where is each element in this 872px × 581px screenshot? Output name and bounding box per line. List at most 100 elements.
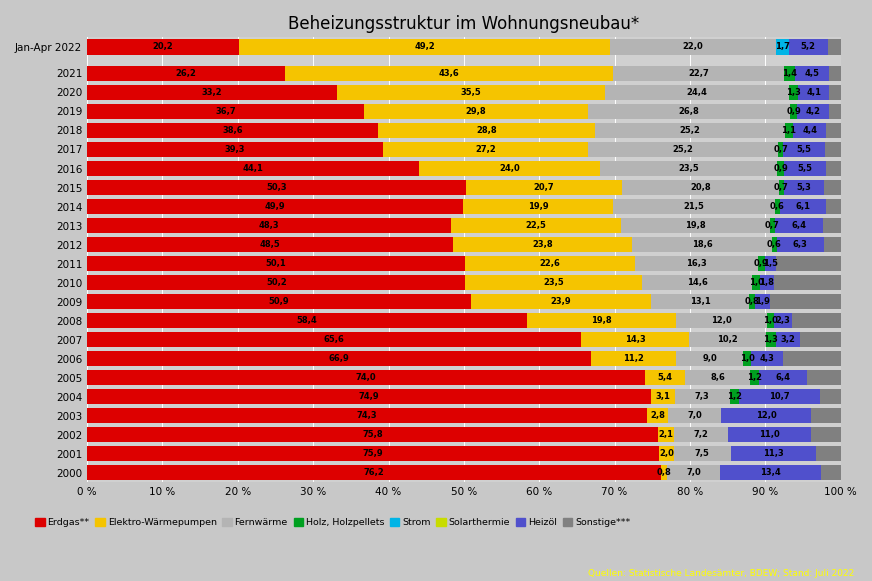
Text: 0,6: 0,6 <box>770 202 785 211</box>
Text: 74,0: 74,0 <box>356 373 376 382</box>
Bar <box>775 218 823 234</box>
Text: 1,2: 1,2 <box>727 392 742 401</box>
Text: 44,1: 44,1 <box>242 164 263 173</box>
Text: 66,9: 66,9 <box>329 354 350 363</box>
Text: 25,2: 25,2 <box>672 145 693 154</box>
Text: 9,0: 9,0 <box>702 354 717 363</box>
Bar <box>87 39 239 55</box>
Text: 22,5: 22,5 <box>526 221 546 230</box>
Bar <box>87 275 466 290</box>
Bar <box>766 313 774 328</box>
Bar <box>87 313 528 328</box>
Text: 24,4: 24,4 <box>686 88 707 97</box>
Text: 36,7: 36,7 <box>215 107 235 116</box>
Text: 49,2: 49,2 <box>414 42 435 51</box>
Bar <box>772 236 777 252</box>
Text: 22,6: 22,6 <box>539 259 560 268</box>
Text: 3,1: 3,1 <box>656 392 671 401</box>
Bar <box>800 332 841 347</box>
Bar <box>825 142 841 157</box>
Text: 1,0: 1,0 <box>763 316 778 325</box>
Bar <box>750 370 760 385</box>
Bar <box>613 199 775 214</box>
Text: 8,6: 8,6 <box>711 373 726 382</box>
Bar <box>463 199 613 214</box>
Bar <box>651 294 749 309</box>
Title: Beheizungsstruktur im Wohnungsneubau*: Beheizungsstruktur im Wohnungsneubau* <box>289 15 639 33</box>
Bar <box>749 294 755 309</box>
Text: 14,6: 14,6 <box>687 278 708 287</box>
Text: 0,8: 0,8 <box>745 297 760 306</box>
Bar <box>792 313 841 328</box>
Text: 74,9: 74,9 <box>359 392 379 401</box>
Text: 49,9: 49,9 <box>265 202 285 211</box>
Text: 5,3: 5,3 <box>797 183 812 192</box>
Bar <box>728 427 811 443</box>
Bar <box>621 218 770 234</box>
Bar <box>770 294 841 309</box>
Bar <box>821 465 841 480</box>
Bar <box>87 85 337 101</box>
Text: 27,2: 27,2 <box>475 145 496 154</box>
Text: 33,2: 33,2 <box>202 88 222 97</box>
Text: 7,0: 7,0 <box>687 411 702 420</box>
Bar <box>675 389 730 404</box>
Text: 14,3: 14,3 <box>625 335 645 344</box>
Text: 10,2: 10,2 <box>718 335 738 344</box>
Bar <box>760 370 807 385</box>
Bar <box>783 142 825 157</box>
Text: 1,0: 1,0 <box>749 278 764 287</box>
Text: 74,3: 74,3 <box>357 411 378 420</box>
Text: 0,6: 0,6 <box>766 240 782 249</box>
Text: 1,4: 1,4 <box>782 69 797 78</box>
Text: 23,5: 23,5 <box>543 278 564 287</box>
Text: 25,2: 25,2 <box>679 126 700 135</box>
Text: 19,9: 19,9 <box>528 202 548 211</box>
Text: 6,4: 6,4 <box>776 373 791 382</box>
Text: 2,8: 2,8 <box>651 411 665 420</box>
Text: 0,7: 0,7 <box>765 221 780 230</box>
Text: 26,2: 26,2 <box>175 69 196 78</box>
Bar <box>823 218 841 234</box>
Bar <box>284 66 613 81</box>
Bar <box>87 180 467 195</box>
Bar <box>744 351 751 367</box>
Text: 4,1: 4,1 <box>807 88 821 97</box>
Text: 10,7: 10,7 <box>769 392 789 401</box>
Bar <box>87 465 661 480</box>
Text: Quellen: Statistische Landesämter, BDEW; Stand: Juli 2022: Quellen: Statistische Landesämter, BDEW;… <box>589 569 855 578</box>
Bar <box>451 218 621 234</box>
Bar <box>239 39 610 55</box>
Text: 1,3: 1,3 <box>786 88 801 97</box>
Text: 7,3: 7,3 <box>695 392 710 401</box>
Text: 19,8: 19,8 <box>591 316 612 325</box>
Bar <box>826 199 841 214</box>
Text: 11,2: 11,2 <box>623 354 644 363</box>
Bar <box>419 161 600 176</box>
Bar <box>87 389 651 404</box>
Bar <box>467 180 622 195</box>
Text: 28,8: 28,8 <box>476 126 497 135</box>
Bar <box>87 256 465 271</box>
Bar <box>770 218 775 234</box>
Bar <box>667 465 720 480</box>
Legend: Erdgas**, Elektro-Wärmepumpen, Fernwärme, Holz, Holzpellets, Strom, Solarthermie: Erdgas**, Elektro-Wärmepumpen, Fernwärme… <box>31 514 634 531</box>
Bar <box>661 465 667 480</box>
Bar <box>87 123 378 138</box>
Bar <box>799 85 829 101</box>
Bar <box>720 465 821 480</box>
Text: 4,5: 4,5 <box>804 69 819 78</box>
Bar <box>730 389 739 404</box>
Text: 58,4: 58,4 <box>296 316 317 325</box>
Text: 0,9: 0,9 <box>787 107 800 116</box>
Bar <box>760 275 773 290</box>
Bar <box>87 103 364 119</box>
Text: 7,0: 7,0 <box>686 468 701 477</box>
Bar <box>827 123 841 138</box>
Bar <box>453 236 632 252</box>
Text: 48,5: 48,5 <box>260 240 280 249</box>
Bar <box>87 161 419 176</box>
Bar <box>775 199 780 214</box>
Bar <box>784 180 824 195</box>
Bar <box>766 332 776 347</box>
